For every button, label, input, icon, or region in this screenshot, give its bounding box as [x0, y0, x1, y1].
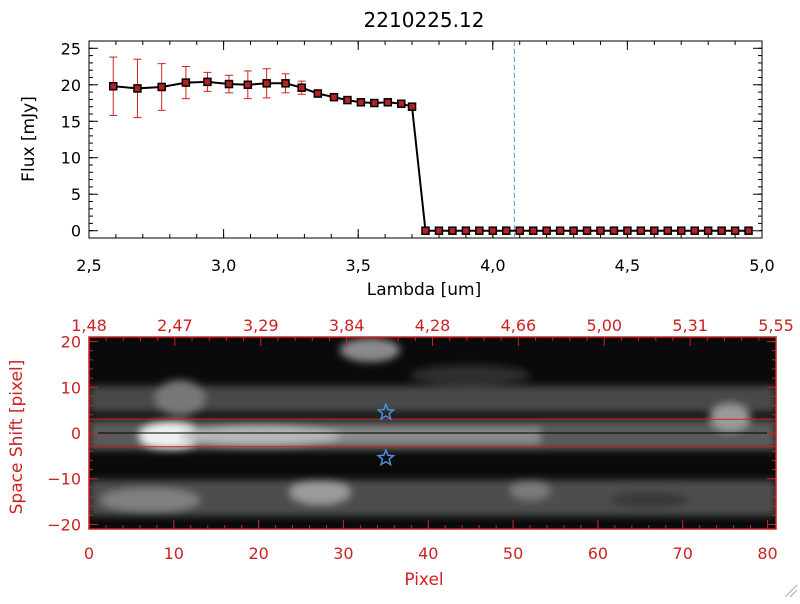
image-overlay-lines — [89, 402, 776, 467]
top-tick-label: 5,55 — [758, 316, 794, 335]
data-point — [596, 226, 605, 235]
data-point — [370, 98, 379, 108]
spectral-image-chart: 0 10 20 30 40 50 60 70 80 1,48 2,47 3,29 3,84 4,28 4,6… — [7, 316, 794, 590]
data-point — [262, 79, 271, 88]
y-tick-label: 10 — [61, 149, 81, 168]
bottom-y-axis-label: Space Shift [pixel] — [7, 360, 27, 515]
y-tick-label: 0 — [71, 222, 81, 241]
data-point — [397, 99, 406, 108]
data-point — [650, 226, 659, 235]
data-point — [528, 226, 538, 235]
data-point — [434, 226, 444, 235]
data-point — [421, 226, 430, 235]
data-point — [636, 226, 646, 235]
flux-plot-area: 2,5 3,0 3,5 4,0 4,5 5,0 0 5 10 15 20 25 — [61, 39, 775, 275]
data-point — [133, 84, 142, 93]
x-tick-label: 3,0 — [211, 256, 236, 275]
x-axis-label: Lambda [um] — [367, 280, 481, 300]
x-tick-label: 80 — [757, 544, 777, 563]
y-tick-label: 15 — [61, 112, 81, 131]
flux-chart: 2210225.12 2,5 3,0 3,5 4,0 4,5 5,00510152025 … — [19, 8, 775, 300]
data-point — [297, 83, 306, 92]
top-tick-label: 4,66 — [501, 316, 537, 335]
y-tick-label: 25 — [61, 39, 81, 58]
x-tick-label: 4,5 — [615, 256, 640, 275]
data-point — [663, 226, 673, 235]
flux-series-line — [113, 80, 749, 232]
top-tick-label: 1,48 — [71, 316, 107, 335]
x-tick-label: 20 — [248, 544, 268, 563]
y-tick-label: 5 — [71, 185, 81, 204]
data-point — [313, 89, 323, 98]
top-tick-label: 3,29 — [243, 316, 279, 335]
data-point — [407, 102, 417, 111]
data-point — [717, 226, 726, 235]
data-point — [555, 226, 565, 235]
data-point — [356, 98, 366, 107]
image-axes: 0 10 20 30 40 50 60 70 80 1,48 2,47 3,29 3,84 4,28 4,6… — [47, 316, 794, 563]
data-point — [609, 226, 619, 235]
data-point — [730, 226, 740, 235]
data-point — [224, 79, 234, 89]
x-tick-label: 50 — [503, 544, 523, 563]
data-point — [383, 98, 393, 107]
y-tick-label: 0 — [71, 424, 81, 443]
data-point — [343, 95, 352, 105]
y-tick-label: −10 — [47, 470, 81, 489]
y-axis-label: Flux [mJy] — [19, 96, 39, 182]
x-tick-label: 0 — [84, 544, 94, 563]
x-tick-label: 30 — [333, 544, 353, 563]
x-tick-label: 3,5 — [345, 256, 370, 275]
data-point — [448, 226, 457, 235]
data-point — [515, 226, 524, 235]
spectral-image — [89, 337, 776, 529]
x-tick-label: 40 — [418, 544, 438, 563]
x-tick-label: 70 — [673, 544, 693, 563]
y-tick-label: 10 — [61, 378, 81, 397]
data-point — [243, 80, 253, 90]
data-point — [181, 78, 191, 87]
x-tick-label: 60 — [588, 544, 608, 563]
data-point — [203, 77, 212, 87]
data-point — [569, 226, 578, 235]
data-point — [329, 92, 339, 102]
y-tick-label: 20 — [61, 333, 81, 352]
plot-frame — [88, 40, 763, 239]
data-point — [108, 81, 118, 91]
data-point — [157, 82, 166, 92]
x-tick-label: 2,5 — [76, 256, 101, 275]
data-point — [475, 226, 484, 235]
data-point — [542, 226, 551, 235]
top-tick-label: 5,00 — [586, 316, 622, 335]
data-point — [744, 226, 753, 235]
data-point — [461, 226, 471, 235]
data-point — [502, 226, 511, 235]
chart-title: 2210225.12 — [364, 8, 485, 32]
resize-grip-icon — [784, 584, 798, 598]
x-tick-label: 10 — [164, 544, 184, 563]
data-point — [703, 226, 713, 235]
top-tick-label: 5,31 — [672, 316, 708, 335]
data-point — [690, 226, 699, 235]
data-point — [488, 226, 498, 235]
data-point — [623, 226, 632, 235]
data-point — [281, 79, 290, 88]
x-tick-label: 5,0 — [749, 256, 774, 275]
star-marker-icon — [376, 402, 396, 421]
top-tick-label: 2,47 — [157, 316, 193, 335]
data-point — [582, 226, 592, 235]
y-tick-label: −20 — [47, 515, 81, 534]
y-tick-label: 20 — [61, 76, 81, 95]
bottom-x-axis-label: Pixel — [404, 570, 443, 590]
data-point — [676, 226, 686, 235]
star-marker-icon — [376, 448, 396, 467]
top-tick-label: 4,28 — [415, 316, 451, 335]
top-tick-label: 3,84 — [329, 316, 365, 335]
x-tick-label: 4,0 — [480, 256, 505, 275]
